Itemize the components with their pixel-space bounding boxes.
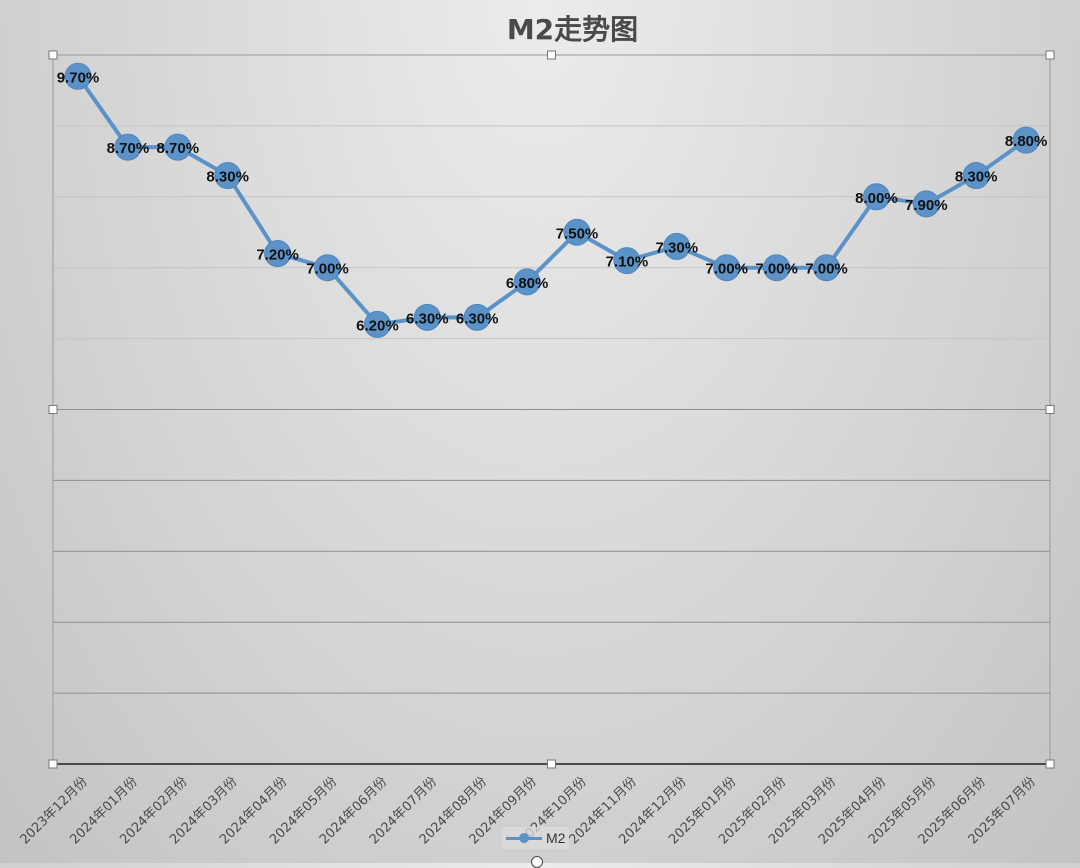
data-point: [363, 310, 391, 338]
data-label: 7.00%: [805, 261, 848, 278]
data-point: [962, 162, 990, 190]
data-labels: 9.70% 8.70% 8.70% 8.30% 7.20% 7.00% 6.20% 6.30%…: [57, 69, 1048, 334]
data-point: [413, 303, 441, 331]
data-label: 7.20%: [256, 247, 299, 264]
data-label: 6.20%: [356, 317, 399, 334]
data-point: [813, 254, 840, 282]
data-point: [64, 62, 92, 90]
data-point: [114, 133, 142, 161]
data-label: 7.00%: [755, 261, 798, 278]
resize-handle[interactable]: [1045, 759, 1055, 769]
data-label: 8.70%: [107, 140, 150, 157]
data-label: 6.80%: [506, 275, 549, 292]
resize-handle[interactable]: [48, 759, 58, 769]
data-label: 7.10%: [606, 254, 649, 271]
resize-handle[interactable]: [48, 405, 58, 414]
legend: M2: [502, 827, 570, 849]
data-label: 7.90%: [905, 197, 948, 214]
data-label: 6.30%: [456, 310, 499, 327]
data-point: [912, 190, 940, 218]
data-point: [513, 268, 541, 296]
data-label: 7.00%: [306, 261, 349, 278]
resize-handle[interactable]: [1045, 50, 1055, 60]
resize-handle[interactable]: [48, 50, 58, 60]
data-point: [763, 254, 791, 282]
data-label: 6.30%: [406, 310, 449, 327]
resize-handle[interactable]: [547, 50, 556, 60]
data-label: 8.80%: [1005, 133, 1048, 150]
data-point: [1012, 126, 1040, 154]
data-point: [563, 218, 591, 246]
data-point: [314, 254, 341, 282]
series-m2: [64, 62, 1040, 338]
resize-handle[interactable]: [547, 759, 556, 769]
resize-handle[interactable]: [1045, 405, 1055, 414]
data-point: [613, 247, 641, 275]
data-point: [663, 232, 691, 260]
data-label: 8.30%: [206, 169, 249, 186]
data-label: 8.00%: [855, 190, 898, 207]
selection-handles[interactable]: [48, 50, 1055, 769]
series-line: [76, 75, 1028, 327]
data-label: 7.30%: [656, 239, 699, 256]
data-point: [264, 240, 292, 268]
data-point: [164, 133, 192, 161]
data-label: 7.50%: [556, 225, 599, 242]
data-label: 7.00%: [705, 261, 748, 278]
data-point: [713, 254, 741, 282]
rotate-handle-icon[interactable]: [531, 856, 543, 868]
data-label: 8.70%: [157, 140, 200, 157]
legend-line-icon: [506, 832, 542, 844]
data-point: [862, 183, 890, 211]
data-label: 9.70%: [57, 69, 100, 86]
grid-lines: [53, 125, 1050, 694]
data-label: 8.30%: [955, 169, 998, 186]
legend-label-m2: M2: [546, 830, 566, 846]
data-point: [463, 303, 491, 331]
chart-title: M2走势图: [506, 13, 639, 46]
data-point: [214, 162, 242, 190]
